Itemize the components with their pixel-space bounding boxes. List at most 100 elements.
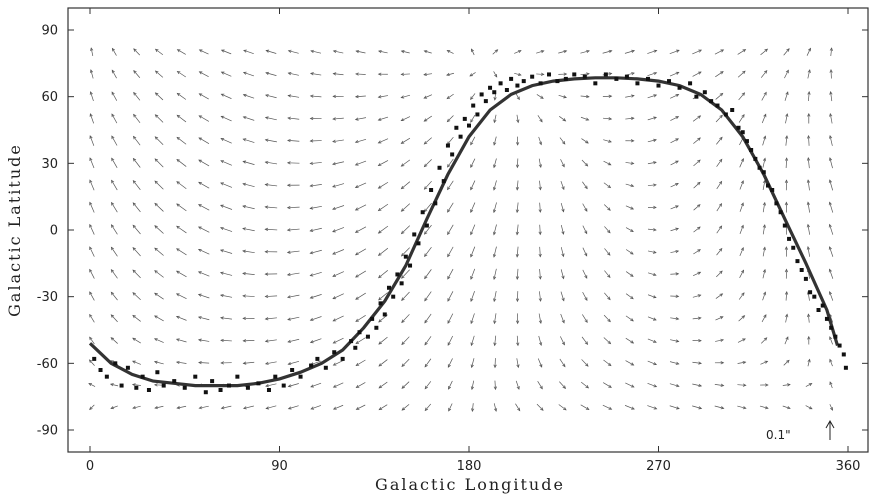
field-arrow-head: [562, 363, 566, 368]
field-arrow-head: [540, 95, 544, 99]
field-arrow-head: [806, 201, 810, 206]
data-point: [812, 294, 817, 299]
field-arrow: [447, 313, 454, 324]
field-arrow: [493, 180, 497, 191]
field-arrow-head: [110, 406, 115, 410]
field-arrow-shaft: [515, 93, 520, 100]
field-arrow-shaft: [471, 335, 475, 346]
field-arrow-shaft: [670, 317, 679, 320]
field-arrow-shaft: [471, 403, 474, 412]
data-point: [203, 390, 208, 395]
field-arrow: [110, 405, 118, 410]
field-arrow: [560, 336, 565, 346]
data-point: [104, 374, 109, 379]
field-arrow: [604, 226, 611, 234]
field-arrow: [220, 138, 232, 144]
field-arrow-shaft: [624, 405, 635, 410]
field-arrow: [110, 314, 118, 323]
data-point: [624, 74, 629, 79]
field-arrow: [89, 135, 95, 146]
field-arrow: [538, 269, 542, 280]
field-arrow-head: [828, 179, 832, 184]
field-arrow: [401, 314, 410, 324]
field-arrow-shaft: [603, 139, 612, 143]
field-arrow-shaft: [355, 337, 366, 344]
field-arrow-shaft: [288, 361, 300, 365]
field-arrow-shaft: [603, 182, 611, 188]
data-point: [441, 179, 446, 184]
field-arrow-shaft: [761, 114, 767, 124]
field-arrow: [537, 115, 543, 123]
field-arrow-shaft: [378, 203, 389, 211]
field-arrow: [692, 383, 703, 388]
field-arrow-shaft: [625, 95, 635, 98]
field-arrow-shaft: [446, 72, 455, 76]
field-arrow-head: [676, 49, 680, 53]
field-arrow: [760, 337, 768, 344]
field-arrow-head: [785, 313, 789, 318]
field-arrow-shaft: [447, 358, 453, 368]
field-arrow-head: [807, 313, 811, 318]
field-arrow: [354, 138, 367, 144]
field-arrow-shaft: [401, 116, 411, 121]
field-arrow-shaft: [378, 359, 388, 367]
field-arrow-shaft: [154, 292, 164, 300]
field-arrow-head: [653, 228, 657, 232]
field-arrow: [175, 270, 187, 278]
field-arrow: [89, 313, 95, 323]
field-arrow-shaft: [288, 95, 300, 98]
field-arrow-shaft: [424, 202, 432, 212]
data-point: [433, 201, 438, 206]
field-arrow-head: [176, 181, 180, 185]
data-point: [134, 385, 139, 390]
field-arrow-shaft: [580, 116, 589, 121]
field-arrow: [132, 292, 141, 300]
field-arrow-shaft: [265, 117, 277, 121]
field-arrow-shaft: [154, 405, 164, 409]
field-arrow: [737, 383, 747, 387]
field-arrow-head: [763, 91, 767, 96]
data-point: [273, 374, 278, 379]
field-arrow-head: [377, 274, 382, 279]
data-point: [378, 301, 383, 306]
field-arrow: [242, 361, 255, 365]
field-arrow-shaft: [692, 317, 701, 320]
field-arrow-shaft: [447, 136, 454, 145]
field-arrow-head: [309, 273, 314, 277]
field-arrow: [423, 115, 432, 122]
field-arrow: [448, 403, 453, 412]
field-arrow: [378, 359, 388, 367]
field-arrow: [132, 314, 141, 322]
field-arrow: [807, 313, 811, 323]
field-arrow: [582, 291, 588, 301]
field-arrow: [560, 159, 565, 168]
field-arrow-head: [89, 69, 94, 73]
field-arrow-shaft: [221, 405, 232, 409]
field-arrow-head: [176, 203, 180, 207]
field-arrow-shaft: [288, 72, 299, 76]
x-tick-label: 90: [271, 459, 288, 474]
y-tick-label: -60: [37, 357, 58, 372]
field-arrow-head: [630, 228, 634, 233]
field-arrow-head: [110, 246, 115, 251]
field-arrow: [515, 268, 520, 280]
field-arrow-shaft: [111, 224, 118, 235]
field-arrow: [197, 248, 210, 255]
field-arrow-shaft: [715, 93, 723, 100]
field-arrow-head: [242, 205, 246, 209]
field-arrow-shaft: [714, 383, 724, 387]
field-arrow: [738, 315, 746, 322]
field-arrow-head: [354, 140, 359, 144]
field-arrow: [670, 272, 680, 276]
field-arrow-head: [132, 405, 136, 410]
field-arrow-head: [517, 72, 522, 76]
data-point: [635, 81, 640, 86]
field-arrow-head: [470, 186, 474, 191]
field-arrow-shaft: [647, 250, 657, 254]
field-arrow: [154, 158, 164, 168]
field-arrow-shaft: [424, 336, 432, 346]
field-arrow: [538, 291, 542, 302]
field-arrow: [538, 335, 543, 346]
field-arrow-shaft: [310, 316, 322, 321]
field-arrow: [828, 157, 833, 169]
